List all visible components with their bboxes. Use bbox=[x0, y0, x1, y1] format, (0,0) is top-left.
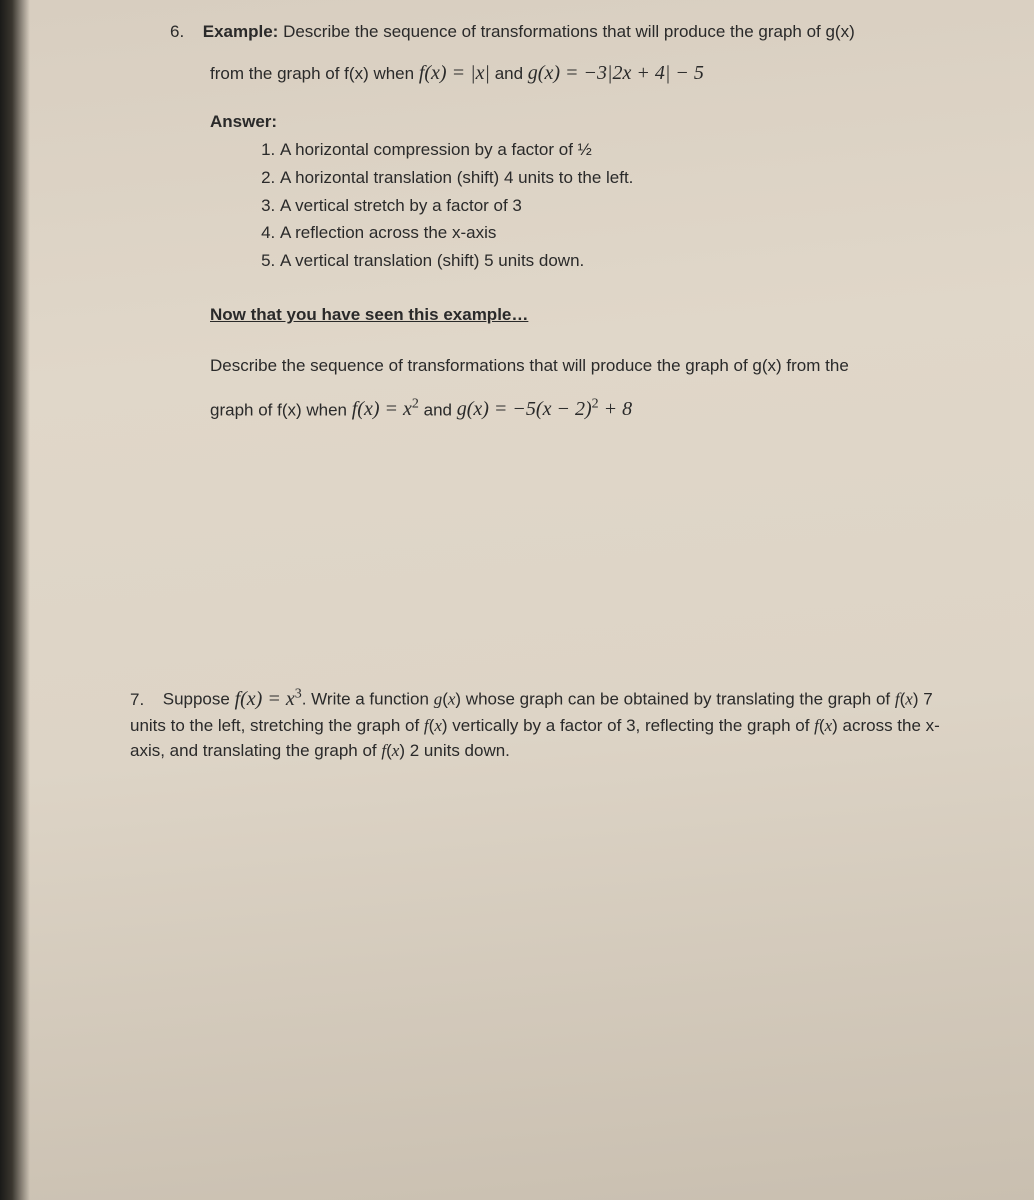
q6-eq2-and: and bbox=[424, 400, 457, 419]
q6-now-heading: Now that you have seen this example… bbox=[210, 303, 974, 328]
q6-desc2-line1: Describe the sequence of transformations… bbox=[210, 354, 974, 379]
q7-period: . bbox=[302, 690, 311, 709]
q6-eq-f: f(x) = |x| bbox=[419, 62, 490, 84]
question-7: 7. Suppose f(x) = x3. Write a function g… bbox=[130, 684, 974, 763]
q6-example-label: Example: bbox=[203, 22, 279, 41]
q6-eq-g: g(x) = −3|2x + 4| − 5 bbox=[528, 62, 704, 84]
question-6: 6. Example: Describe the sequence of tra… bbox=[170, 20, 974, 424]
q6-answer-item: A reflection across the x-axis bbox=[280, 221, 974, 246]
q6-answer-label: Answer: bbox=[210, 110, 974, 135]
q6-answer-item: A vertical translation (shift) 5 units d… bbox=[280, 249, 974, 274]
q6-number: 6. bbox=[170, 20, 198, 45]
q6-answer-item: A horizontal translation (shift) 4 units… bbox=[280, 166, 974, 191]
q6-desc2-line2: graph of f(x) when f(x) = x2 and g(x) = … bbox=[210, 395, 974, 425]
q6-desc2-text: Describe the sequence of transformations… bbox=[210, 356, 849, 375]
q6-prompt-line-1: 6. Example: Describe the sequence of tra… bbox=[170, 20, 974, 45]
q6-eq2-g-post: + 8 bbox=[599, 398, 633, 420]
q7-eq-f-sup: 3 bbox=[295, 686, 302, 701]
q6-eq2-g-pre: g(x) = −5(x − 2) bbox=[457, 398, 592, 420]
q6-answer-item: A horizontal compression by a factor of … bbox=[280, 138, 974, 163]
q6-and: and bbox=[495, 64, 528, 83]
q6-eq2-f-pre: f(x) = x bbox=[352, 398, 412, 420]
q7-number: 7. bbox=[130, 688, 158, 713]
q7-eq-f: f(x) = x3 bbox=[235, 688, 302, 710]
q6-prompt-a: Describe the sequence of transformations… bbox=[283, 22, 855, 41]
q7-line: 7. Suppose f(x) = x3. Write a function g… bbox=[130, 684, 954, 763]
q6-eq2-g: g(x) = −5(x − 2)2 + 8 bbox=[457, 398, 632, 420]
q6-prompt-b-pre: from the graph of f(x) when bbox=[210, 64, 419, 83]
q6-prompt-line-2: from the graph of f(x) when f(x) = |x| a… bbox=[210, 59, 974, 88]
q6-eq2-f: f(x) = x2 bbox=[352, 398, 419, 420]
q6-now-heading-text: Now that you have seen this example… bbox=[210, 305, 528, 324]
q6-answer-list: A horizontal compression by a factor of … bbox=[280, 138, 974, 273]
q6-answer-block: Answer: A horizontal compression by a fa… bbox=[210, 110, 974, 274]
q6-eq2-g-sup: 2 bbox=[592, 397, 599, 412]
q6-answer-item: A vertical stretch by a factor of 3 bbox=[280, 194, 974, 219]
q6-eq2-f-sup: 2 bbox=[412, 397, 419, 412]
q7-eq-f-pre: f(x) = x bbox=[235, 688, 295, 710]
q7-lead: Suppose bbox=[163, 690, 235, 709]
q6-desc2-pre: graph of f(x) when bbox=[210, 400, 352, 419]
